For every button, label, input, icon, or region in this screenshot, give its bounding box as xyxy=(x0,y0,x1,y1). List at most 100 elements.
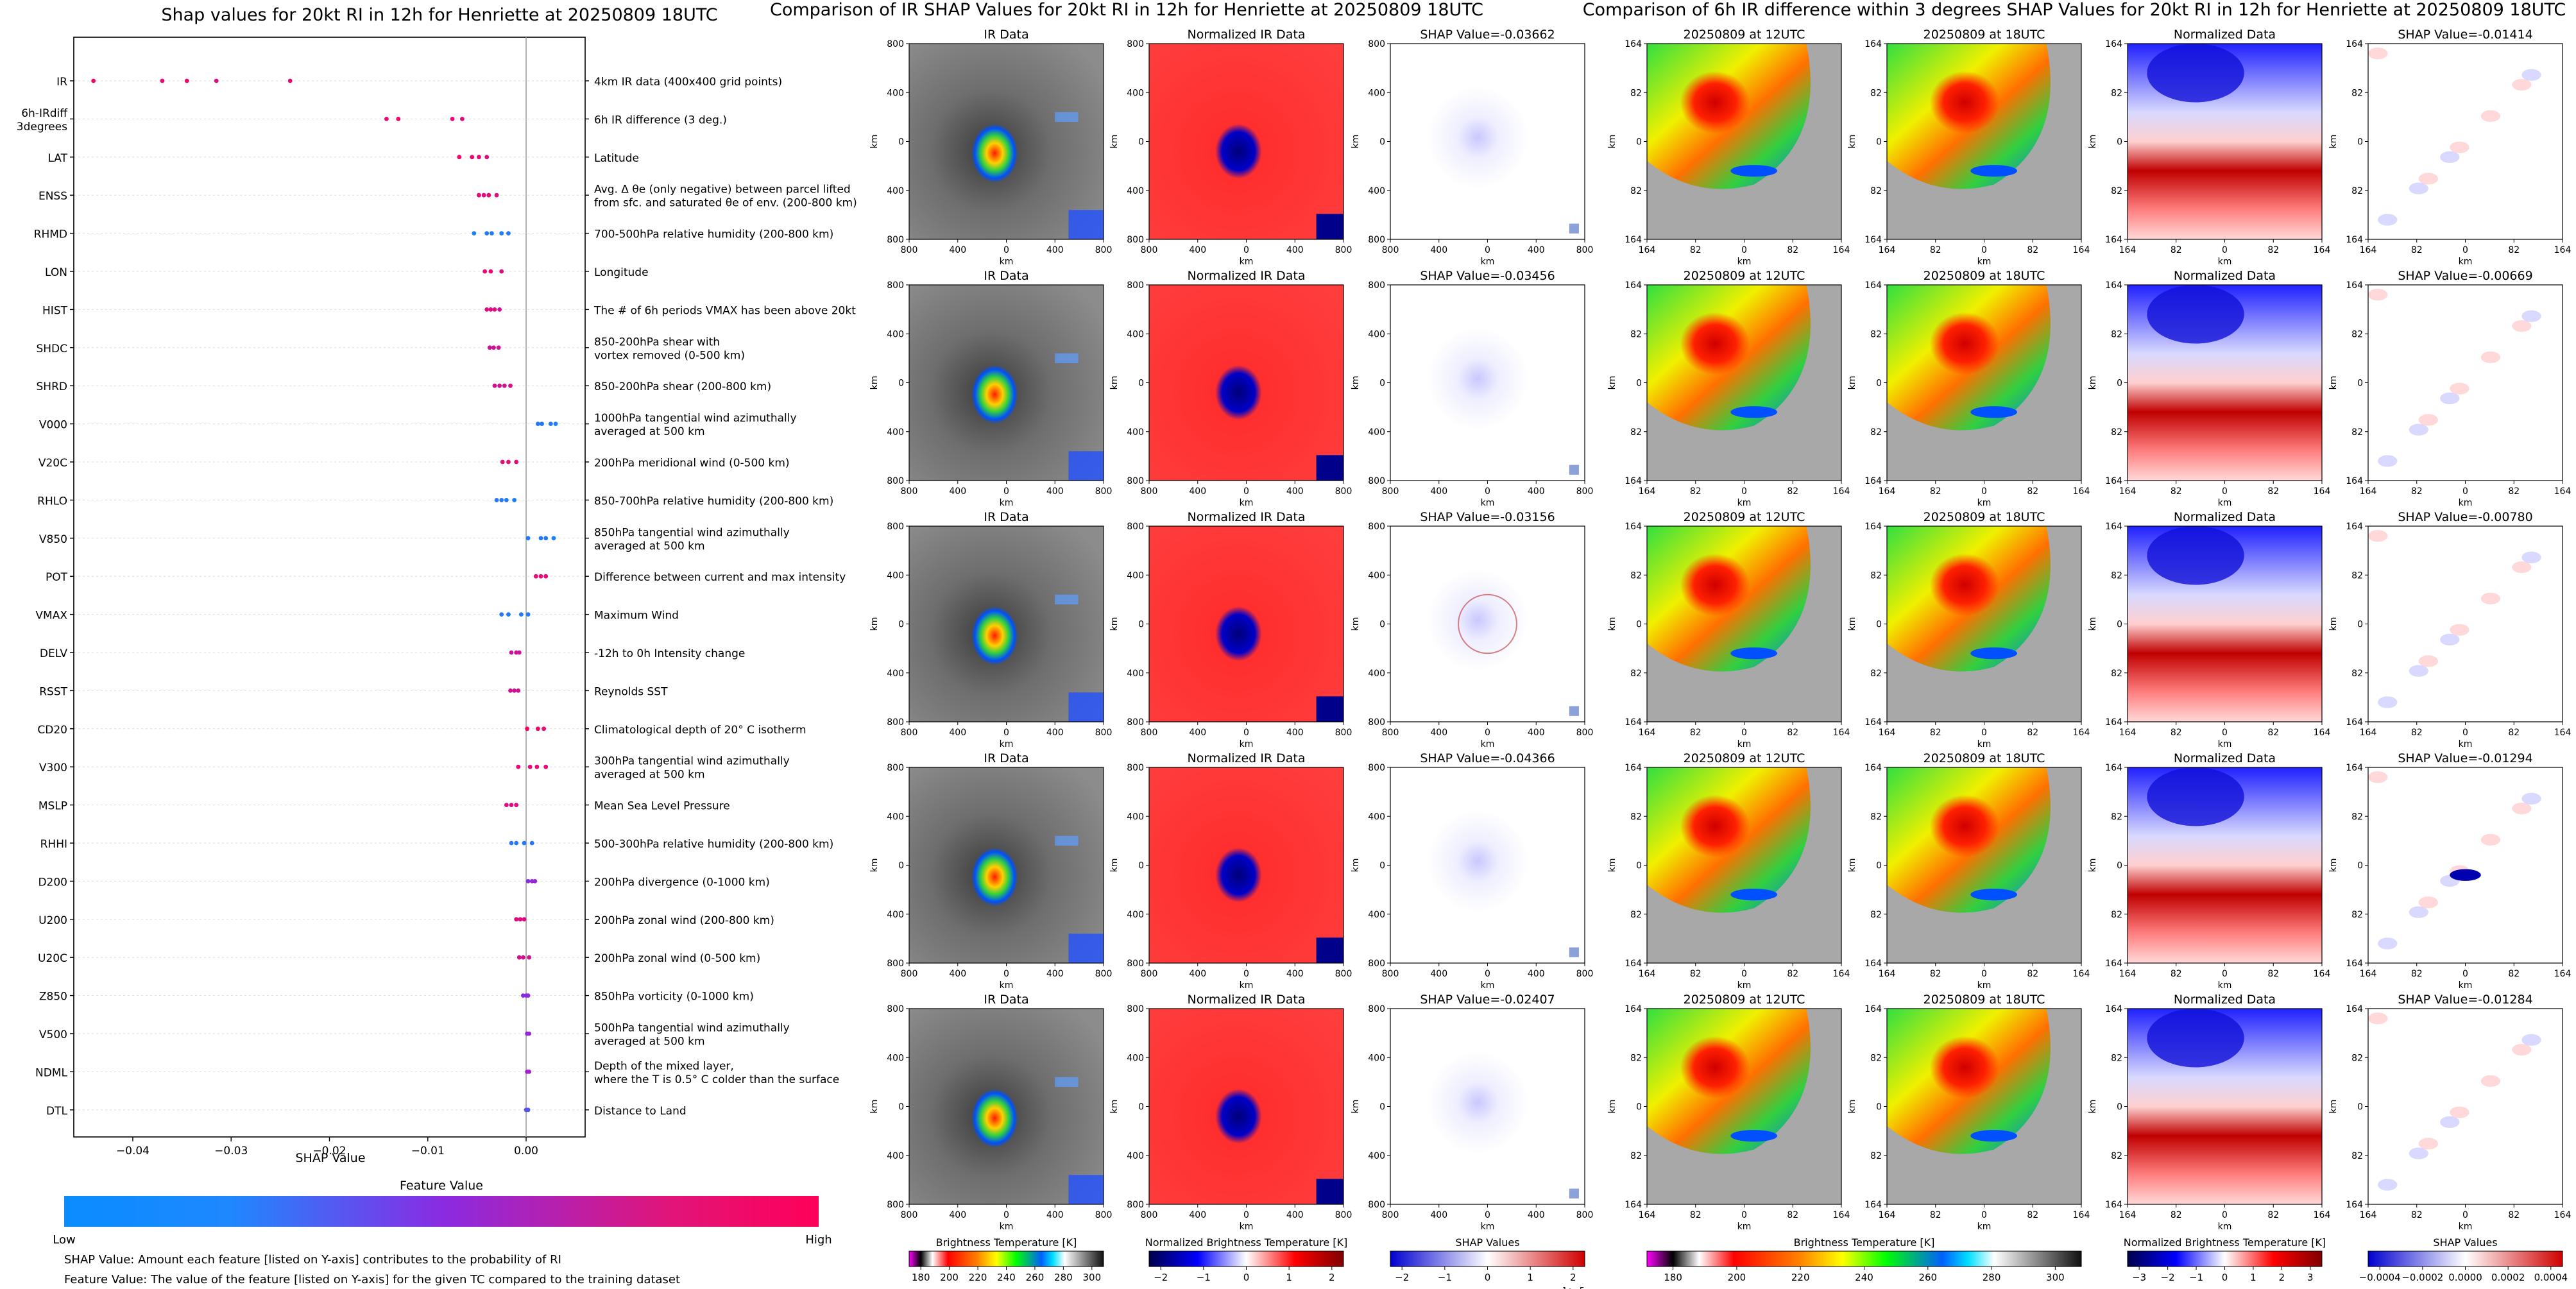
ir-panel: SHAP Value=-0.03456800800400400004004008… xyxy=(1351,269,1593,508)
panel-y-tick-label: 800 xyxy=(1127,959,1144,969)
panel-title: SHAP Value=-0.04366 xyxy=(1420,751,1555,765)
panel-y-tick-label: 0 xyxy=(1876,861,1882,871)
storm-core xyxy=(1929,312,2000,375)
panel-y-tick-label: 164 xyxy=(2105,280,2122,291)
shap-speckle xyxy=(2450,624,2469,636)
panel-y-tick-label: 400 xyxy=(1368,1053,1385,1063)
feature-description: 200hPa zonal wind (200-800 km) xyxy=(594,914,774,927)
colorbar-tick-label: 300 xyxy=(2046,1272,2065,1283)
irdiff-panel: 20250809 at 12UTC1641648282008282164164k… xyxy=(1607,993,1850,1232)
panel-y-tick-label: 164 xyxy=(1625,1004,1642,1014)
panel-title: Normalized IR Data xyxy=(1188,28,1306,42)
panel-y-tick-label: 800 xyxy=(1127,1200,1144,1210)
shap-speckle xyxy=(2378,937,2398,950)
panel-y-axis-label: km xyxy=(869,135,880,149)
colorbar-high-label: High xyxy=(805,1233,832,1247)
panel-x-tick-label: 800 xyxy=(901,245,918,255)
shap-speckle xyxy=(2368,47,2388,60)
panel-y-tick-label: 800 xyxy=(887,1004,904,1014)
irdiff-panel: 20250809 at 18UTC1641648282008282164164k… xyxy=(1847,993,2090,1232)
shap-blob xyxy=(1427,810,1529,912)
panel-y-tick-label: 82 xyxy=(1630,88,1642,98)
feature-label: MSLP xyxy=(38,800,67,813)
panel-x-tick-label: 400 xyxy=(1430,1210,1447,1220)
panel-y-tick-label: 82 xyxy=(1870,88,1882,98)
feature-description: 1000hPa tangential wind azimuthally xyxy=(594,412,797,425)
shap-point xyxy=(516,764,521,769)
note-shap-value: SHAP Value: Amount each feature [listed … xyxy=(64,1253,561,1267)
ir-panel: Normalized IR Data8008004004000040040080… xyxy=(1109,28,1352,267)
colorbar-tick-label: 280 xyxy=(1054,1272,1073,1283)
shap-spot xyxy=(1569,947,1579,957)
feature-description: vortex removed (0-500 km) xyxy=(594,349,745,362)
storm-core xyxy=(971,1089,1018,1148)
feature-description: 850-200hPa shear with xyxy=(594,336,720,348)
colorbar-gradient xyxy=(2127,1251,2323,1267)
panel-title: SHAP Value=-0.00780 xyxy=(2398,510,2532,524)
colorbar: Normalized Brightness Temperature [K] −2 −… xyxy=(1145,1236,1348,1283)
feature-description: Mean Sea Level Pressure xyxy=(594,800,730,813)
panel-x-tick-label: 400 xyxy=(1286,486,1304,497)
panel-y-tick-label: 164 xyxy=(2346,522,2363,532)
panel-y-tick-label: 0 xyxy=(2357,861,2363,871)
panel-y-tick-label: 400 xyxy=(1127,1053,1144,1063)
panel-x-tick-label: 0 xyxy=(1003,486,1009,497)
note-feature-value: Feature Value: The value of the feature … xyxy=(64,1273,680,1286)
negative-region xyxy=(2147,526,2244,585)
shap-point xyxy=(496,345,501,350)
shap-speckle xyxy=(2512,802,2532,815)
panel-x-tick-label: 164 xyxy=(2554,486,2572,497)
panel-y-axis-label: km xyxy=(1607,858,1617,873)
panel-x-axis-label: km xyxy=(1240,257,1254,267)
panel-y-axis-label: km xyxy=(1109,858,1120,873)
panel-x-axis-label: km xyxy=(2218,498,2232,508)
panel-x-tick-label: 800 xyxy=(901,969,918,979)
panel-y-axis-label: km xyxy=(1109,617,1120,631)
panel-x-axis-label: km xyxy=(1240,1222,1254,1232)
panel-x-tick-label: 82 xyxy=(2171,486,2182,497)
shap-point xyxy=(484,231,490,235)
colorbar-tick-label: −1 xyxy=(1197,1272,1211,1283)
shap-point xyxy=(512,688,517,693)
panel-y-tick-label: 400 xyxy=(1127,1151,1144,1161)
panel-x-tick-label: 0 xyxy=(1741,969,1747,979)
shap-point xyxy=(518,917,523,922)
panel-y-axis-label: km xyxy=(2088,858,2098,873)
rain-band xyxy=(1730,165,1778,177)
irdiff-panel: 20250809 at 12UTC1641648282008282164164k… xyxy=(1607,510,1850,749)
panel-x-axis-label: km xyxy=(1481,498,1495,508)
feature-description: 700-500hPa relative humidity (200-800 km… xyxy=(594,228,833,241)
panel-x-tick-label: 0 xyxy=(2462,245,2468,255)
panel-x-axis-label: km xyxy=(1481,1222,1495,1232)
shap-point xyxy=(497,383,502,388)
shap-speckle xyxy=(2480,110,2501,123)
panel-y-axis-label: km xyxy=(2328,376,2339,390)
feature-label: LAT xyxy=(47,152,67,165)
panel-x-tick-label: 164 xyxy=(2360,728,2377,738)
shap-speckle xyxy=(2378,696,2398,708)
panel-x-tick-label: 164 xyxy=(1879,1210,1896,1220)
shap-speckle xyxy=(2418,655,2439,667)
shap-point xyxy=(525,879,531,884)
panel-x-axis-label: km xyxy=(1737,257,1752,267)
storm-core xyxy=(971,606,1018,665)
panel-x-tick-label: 82 xyxy=(2411,486,2423,497)
panel-x-tick-label: 800 xyxy=(901,1210,918,1220)
x-tick-label: −0.01 xyxy=(411,1145,445,1157)
panel-x-tick-label: 164 xyxy=(2360,486,2377,497)
panel-x-tick-label: 164 xyxy=(2119,1210,2137,1220)
shap-point xyxy=(91,78,96,83)
panel-x-tick-label: 164 xyxy=(2554,728,2572,738)
colorbar-tick-label: 300 xyxy=(1082,1272,1101,1283)
shap-speckle xyxy=(2512,78,2532,91)
panel-x-tick-label: 82 xyxy=(2171,245,2182,255)
colorbar-tick-label: 2 xyxy=(2279,1272,2285,1283)
colorbar: SHAP Values −2 −1 0 1 2 1e−5 xyxy=(1390,1236,1585,1289)
colorbar-tick-label: 0 xyxy=(1485,1272,1491,1283)
rain-band xyxy=(1970,889,2018,901)
storm-core xyxy=(1680,553,1750,617)
panel-x-tick-label: 400 xyxy=(1286,245,1304,255)
shap-point xyxy=(504,803,509,807)
cold-cloud-patch xyxy=(1055,594,1079,604)
shap-speckle xyxy=(2521,792,2541,805)
